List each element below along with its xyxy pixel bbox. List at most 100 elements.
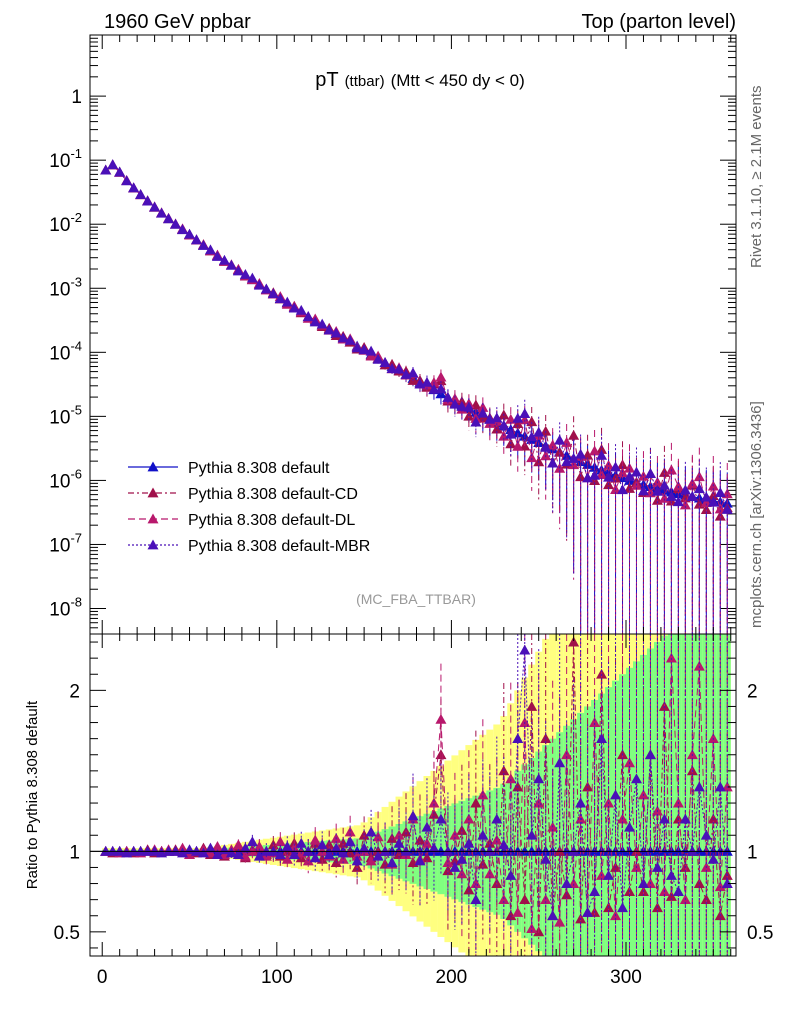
data-point <box>365 345 377 356</box>
ratio-point <box>386 857 398 868</box>
ratio-point <box>246 845 258 856</box>
ratio-point <box>316 839 328 850</box>
ratio-point <box>316 845 328 856</box>
ratio-point <box>568 878 580 888</box>
data-point <box>379 357 391 368</box>
ratio-plot: 0.5 0.5 1 1 2 2 Ratio to Pythia 8.308 default <box>24 633 773 957</box>
ratio-point <box>568 845 580 856</box>
ratio-point <box>197 847 209 858</box>
data-point <box>477 412 489 423</box>
data-point <box>617 484 629 495</box>
ratio-point <box>253 841 265 851</box>
ratio-point <box>512 907 524 917</box>
ratio-point <box>344 836 356 847</box>
ratio-point <box>651 861 663 872</box>
data-point <box>170 218 182 229</box>
data-point <box>281 296 293 307</box>
x-tick-label: 300 <box>610 967 642 988</box>
data-point <box>274 293 286 304</box>
ratio-point <box>693 781 705 792</box>
y-tick-label: 10-8 <box>49 595 82 621</box>
ratio-point <box>589 717 601 727</box>
legend-label: Pythia 8.308 default-MBR <box>188 538 370 555</box>
ratio-point <box>100 845 112 856</box>
data-point <box>246 272 258 283</box>
ratio-point <box>449 861 461 872</box>
ratio-point <box>435 845 447 856</box>
ratio-point <box>610 789 622 800</box>
x-tick-label: 200 <box>436 967 468 988</box>
legend-marker <box>147 461 159 472</box>
data-point <box>302 311 314 322</box>
ratio-point <box>505 773 517 784</box>
ratio-point <box>547 910 559 921</box>
ratio-point <box>575 797 587 808</box>
ratio-point <box>491 834 503 845</box>
ratio-point <box>484 845 496 856</box>
legend-label: Pythia 8.308 default <box>188 460 330 477</box>
ratio-point <box>330 842 342 853</box>
data-point <box>239 268 251 279</box>
data-point <box>540 425 552 436</box>
data-point <box>519 408 531 419</box>
ratio-point <box>512 733 524 744</box>
data-point <box>623 462 635 473</box>
ratio-point <box>435 713 447 724</box>
data-point <box>596 449 608 460</box>
ratio-point <box>428 797 440 808</box>
ratio-band <box>556 732 564 956</box>
ratio-point <box>302 845 314 856</box>
mcplots-label: mcplots.cern.ch [arXiv:1306.3436] <box>748 401 765 628</box>
ratio-point <box>658 813 670 824</box>
ratio-point <box>707 853 719 864</box>
y-tick-label: 10-1 <box>49 146 82 172</box>
ratio-point <box>477 845 489 856</box>
ratio-point <box>232 849 244 859</box>
ratio-point <box>428 842 440 853</box>
data-point <box>204 244 216 255</box>
data-point <box>665 490 677 501</box>
data-point <box>700 491 712 502</box>
data-point <box>114 166 126 177</box>
ratio-point <box>693 660 705 671</box>
data-point <box>568 429 580 440</box>
data-point <box>316 318 328 329</box>
y-tick-label: 10-6 <box>49 466 82 492</box>
ratio-point <box>554 757 566 768</box>
ratio-point <box>456 853 468 864</box>
data-point <box>686 491 698 501</box>
data-point <box>707 496 719 507</box>
data-point <box>135 189 147 200</box>
data-point <box>121 175 133 186</box>
legend-label: Pythia 8.308 default-CD <box>188 486 358 503</box>
ratio-ylabel: Ratio to Pythia 8.308 default <box>24 700 41 889</box>
ratio-point <box>463 884 475 895</box>
ratio-point <box>519 644 531 655</box>
data-point <box>295 304 307 315</box>
ratio-point <box>393 829 405 840</box>
legend-marker <box>147 539 159 550</box>
data-point <box>623 482 635 493</box>
ratio-point <box>714 781 726 792</box>
ratio-point <box>519 845 531 856</box>
data-point <box>323 324 335 335</box>
data-point <box>512 440 524 451</box>
ratio-point <box>211 849 223 859</box>
data-point <box>554 434 566 445</box>
y-tick-label: 10-7 <box>49 530 82 556</box>
data-point <box>358 344 370 355</box>
ratio-point <box>665 652 677 663</box>
ratio-point <box>540 853 552 864</box>
data-point <box>225 259 237 270</box>
data-point <box>679 499 691 510</box>
ratio-point <box>149 845 161 856</box>
data-point <box>421 376 433 387</box>
data-point <box>561 456 573 467</box>
data-point <box>449 398 461 409</box>
ratio-line <box>105 658 728 929</box>
ratio-point <box>630 773 642 784</box>
ratio-point <box>637 878 649 888</box>
data-point <box>491 412 503 423</box>
data-point <box>714 487 726 498</box>
data-point <box>637 485 649 496</box>
